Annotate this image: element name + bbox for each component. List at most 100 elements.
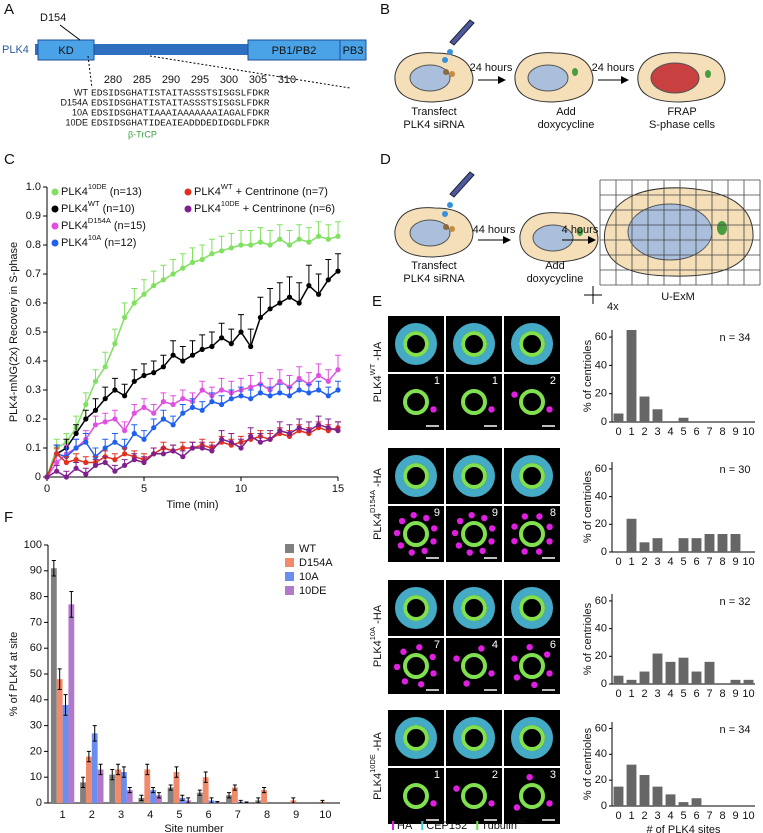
pipette <box>449 19 475 46</box>
bar <box>717 534 728 552</box>
legend-swatch <box>476 821 479 830</box>
legend-swatch <box>421 821 424 830</box>
bar <box>231 787 238 803</box>
data-point <box>102 396 108 402</box>
row-label-superscript: WT <box>368 363 377 375</box>
x-tick-label: 5 <box>680 426 686 438</box>
bar <box>150 790 157 803</box>
x-tick-label: 7 <box>706 810 712 822</box>
legend-label-text: PLK4 <box>61 220 88 232</box>
bar <box>626 518 637 552</box>
legend-label-text: + Centrinone (n=6) <box>243 203 335 215</box>
step-label: doxycycline <box>527 273 584 285</box>
site-count: 1 <box>492 375 498 387</box>
data-point <box>73 457 79 463</box>
x-tick-label: 2 <box>641 688 647 700</box>
bar <box>743 679 754 684</box>
ha-dot <box>536 513 543 520</box>
y-tick-label: 0.3 <box>26 384 41 396</box>
x-tick-label: 3 <box>654 426 660 438</box>
data-point <box>170 422 176 428</box>
data-point <box>238 445 244 451</box>
bar <box>613 675 624 684</box>
data-point <box>335 268 341 274</box>
nucleus <box>627 203 713 261</box>
x-tick-label: 2 <box>89 809 95 821</box>
data-point <box>160 364 166 370</box>
data-point <box>238 242 244 248</box>
site-count: 9 <box>434 507 440 519</box>
tubulin-ring <box>519 331 545 357</box>
bar <box>678 417 689 422</box>
data-point <box>160 399 166 405</box>
interval-label: 24 hours <box>470 62 513 74</box>
error-bar <box>186 797 191 804</box>
ha-dot <box>511 391 518 398</box>
ha-dot <box>451 529 459 537</box>
series-line <box>46 369 339 478</box>
bar <box>626 679 637 684</box>
tubulin-ring <box>519 463 545 489</box>
micrograph <box>446 768 502 824</box>
data-point <box>102 445 108 451</box>
y-axis-label: % of centrioles <box>582 602 594 675</box>
y-axis-label: % of PLK4 at site <box>8 632 20 716</box>
ha-dot <box>511 537 518 545</box>
panel-label: C <box>4 151 15 168</box>
data-point <box>296 425 302 431</box>
legend-label: PLK410A (n=12) <box>61 233 136 248</box>
zoom-line <box>149 55 351 89</box>
y-tick-label: 20 <box>595 650 607 662</box>
cep152-ring <box>395 587 437 629</box>
cep152-ring <box>395 455 437 497</box>
data-point <box>209 448 215 454</box>
data-point <box>248 433 254 439</box>
y-axis-label: % of centrioles <box>582 727 594 800</box>
data-point <box>141 291 147 297</box>
data-point <box>277 300 283 306</box>
data-point <box>286 294 293 300</box>
bar <box>226 795 232 803</box>
ha-dot <box>400 648 407 655</box>
position-label: 310 <box>278 74 296 86</box>
y-tick-label: 40 <box>595 623 607 635</box>
bar <box>652 538 663 552</box>
tubulin-ring <box>461 783 487 809</box>
data-point <box>248 396 254 402</box>
bar <box>261 790 267 803</box>
error-bar <box>256 797 261 804</box>
cep152-ring <box>511 323 553 365</box>
y-tick-label: 20 <box>595 388 607 400</box>
error-bar <box>127 787 132 794</box>
data-point <box>199 346 205 352</box>
data-point <box>102 459 108 466</box>
bar <box>652 786 663 806</box>
site-count: 7 <box>434 639 440 651</box>
legend-marker <box>184 188 192 196</box>
y-tick-label: 0.6 <box>26 297 41 309</box>
bar <box>91 733 98 803</box>
bar <box>109 774 116 803</box>
data-point <box>160 416 166 422</box>
tubulin-ring <box>403 521 429 547</box>
x-tick-label: 3 <box>654 556 660 568</box>
legend-label: HA <box>397 820 413 832</box>
data-point <box>131 430 137 437</box>
data-point <box>122 451 128 457</box>
ha-dot <box>526 643 533 651</box>
bar <box>613 786 624 806</box>
domain-label: KD <box>58 45 73 57</box>
y-tick-label: 40 <box>30 694 42 706</box>
x-tick-label: 8 <box>719 426 725 438</box>
micrograph <box>504 506 560 562</box>
legend-label: CEP152 <box>426 820 467 832</box>
nucleus <box>409 219 451 247</box>
ha-dot <box>511 523 518 530</box>
bar <box>665 794 676 806</box>
data-point <box>296 375 302 381</box>
position-label: 280 <box>104 74 122 86</box>
legend-swatch <box>285 558 294 567</box>
mutation-label: D154 <box>40 12 66 24</box>
x-tick-label: 7 <box>706 688 712 700</box>
row-label: WT <box>74 87 88 97</box>
